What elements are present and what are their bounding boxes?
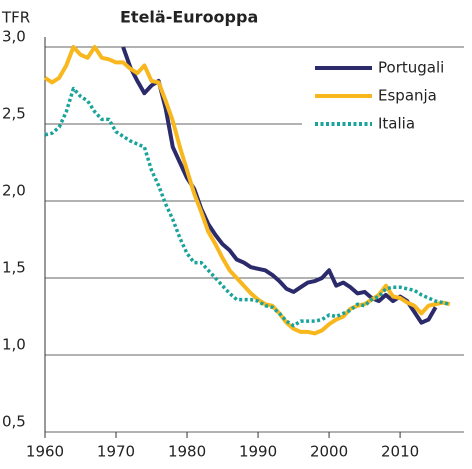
series-line (44, 86, 451, 328)
x-tick-label: 1970 (97, 443, 135, 461)
series-line (43, 45, 451, 336)
y-tick-label: 3,0 (2, 28, 26, 46)
x-tick-label: 1960 (26, 443, 64, 461)
x-tick-label: 1980 (168, 443, 206, 461)
x-tick-label: 2000 (310, 443, 348, 461)
chart-title: Etelä-Eurooppa (120, 8, 258, 27)
y-tick-label: 1,0 (2, 336, 26, 354)
x-tick-label: 1990 (239, 443, 277, 461)
x-tick-label: 2010 (381, 443, 419, 461)
legend-label: Portugali (378, 59, 444, 77)
y-axis-label: TFR (1, 9, 30, 27)
y-tick-label: 2,0 (2, 182, 26, 200)
y-tick-label: 2,5 (2, 105, 26, 123)
legend-label: Espanja (378, 87, 437, 105)
y-tick-label: 0,5 (2, 413, 26, 431)
y-tick-label: 1,5 (2, 259, 26, 277)
legend-label: Italia (378, 115, 415, 133)
series-line (121, 46, 438, 325)
